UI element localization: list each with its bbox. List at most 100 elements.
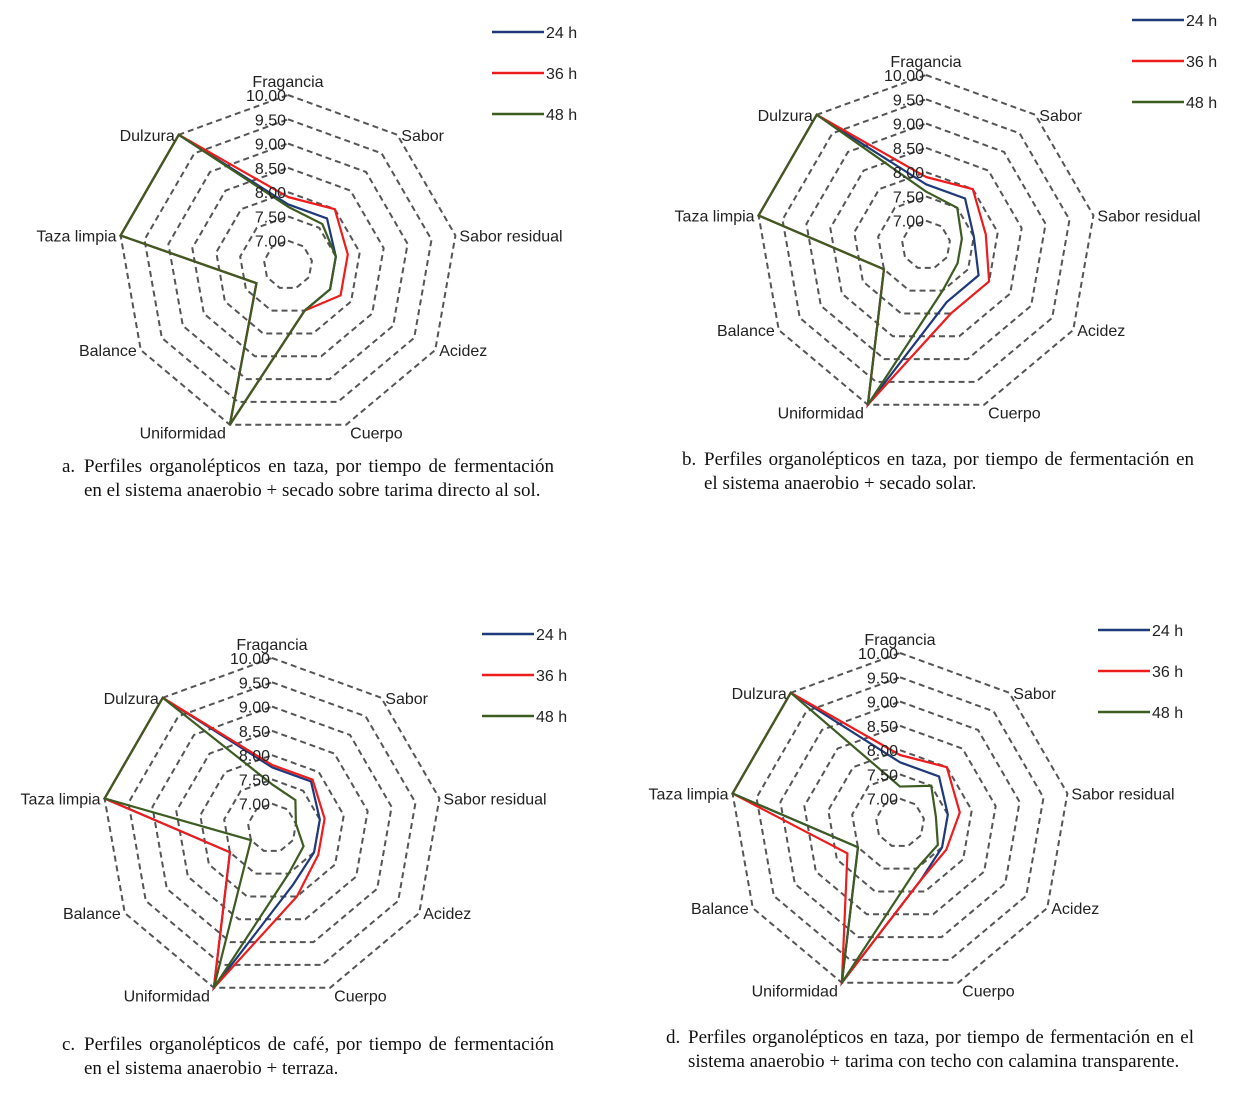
series-line-48h	[731, 691, 939, 984]
axis-label: Balance	[717, 323, 775, 340]
caption-c: c. Perfiles organolépticos de café, por …	[62, 1033, 554, 1081]
grid-ring	[167, 142, 409, 381]
grid-ring	[755, 676, 1045, 961]
axis-label: Fragancia	[252, 74, 323, 91]
radar-panel-a: 7.00 7.50 8.00 8.50 9.00 9.50 10.00 Fragancia Sa…	[0, 0, 626, 548]
axis-label: Taza limpia	[675, 208, 755, 225]
caption-tag: c.	[62, 1034, 76, 1055]
legend-label: 48 h	[536, 709, 567, 726]
tick-label: 10.00	[230, 651, 270, 668]
tick-label: 8.50	[893, 141, 924, 158]
tick-label: 8.00	[867, 743, 898, 760]
grid-ring	[215, 191, 361, 335]
legend-label: 48 h	[1186, 95, 1217, 112]
axis-label: Uniformidad	[778, 406, 864, 423]
grid-ring	[223, 778, 321, 875]
caption-tag: d.	[666, 1027, 681, 1048]
tick-label: 9.00	[255, 137, 286, 154]
grid-ring	[199, 754, 345, 898]
axis-label: Sabor	[1039, 108, 1082, 125]
tick-label: 7.50	[255, 209, 286, 226]
series-line-48h	[118, 133, 337, 426]
tick-label: 9.00	[867, 695, 898, 712]
grid-ring	[151, 705, 393, 944]
tick-label: 10.00	[884, 68, 924, 85]
series-line-48h	[757, 113, 963, 406]
axis-label: Sabor	[385, 691, 428, 708]
legend-label: 36 h	[1152, 664, 1183, 681]
grid-ring	[827, 749, 973, 893]
tick-label: 7.50	[867, 767, 898, 784]
grid-ring	[901, 219, 951, 269]
legend-label: 36 h	[546, 66, 577, 83]
grid-ring	[175, 729, 369, 921]
axis-label: Acidez	[1077, 323, 1125, 340]
axis-label: Cuerpo	[334, 989, 387, 1006]
caption-text: Perfiles organolépticos de café, por tie…	[84, 1034, 554, 1079]
legend-label: 24 h	[1152, 623, 1183, 640]
caption-b: b. Perfiles organolépticos en taza, por …	[682, 448, 1194, 496]
grid-ring	[247, 802, 297, 852]
tick-label: 9.50	[893, 92, 924, 109]
grid-ring	[805, 122, 1047, 361]
tick-label: 9.50	[239, 675, 270, 692]
axis-label: Dulzura	[120, 128, 175, 145]
axis-label: Uniformidad	[124, 989, 210, 1006]
tick-label: 8.50	[867, 719, 898, 736]
axis-label: Fragancia	[890, 54, 961, 71]
tick-label: 7.50	[893, 189, 924, 206]
tick-label: 7.00	[255, 234, 286, 251]
legend-label: 24 h	[1186, 13, 1217, 30]
caption-d: d. Perfiles organolépticos en taza, por …	[666, 1026, 1194, 1074]
series-line-48h	[102, 696, 305, 989]
axis-label: Acidez	[1051, 901, 1099, 918]
caption-a: a. Perfiles organolépticos en taza, por …	[62, 455, 554, 503]
tick-label: 9.50	[255, 112, 286, 129]
caption-tag: a.	[62, 456, 76, 477]
tick-label: 9.00	[893, 117, 924, 134]
caption-tag: b.	[682, 449, 697, 470]
axis-label: Sabor residual	[443, 791, 546, 808]
radar-panel-c: 7.00 7.50 8.00 8.50 9.00 9.50 10.00 Fragancia Sa…	[0, 578, 626, 1097]
axis-label: Acidez	[423, 906, 471, 923]
tick-label: 9.00	[239, 700, 270, 717]
tick-label: 10.00	[246, 88, 286, 105]
tick-label: 8.50	[239, 724, 270, 741]
caption-text: Perfiles organolépticos en taza, por tie…	[84, 456, 554, 501]
legend-label: 36 h	[1186, 54, 1217, 71]
grid-ring	[875, 797, 925, 847]
axis-label: Cuerpo	[350, 426, 403, 443]
legend-label: 24 h	[546, 25, 577, 42]
tick-label: 7.00	[867, 792, 898, 809]
tick-label: 7.00	[239, 797, 270, 814]
axis-label: Sabor	[401, 128, 444, 145]
tick-label: 9.50	[867, 670, 898, 687]
tick-label: 8.50	[255, 161, 286, 178]
legend-label: 48 h	[546, 107, 577, 124]
axis-label: Balance	[79, 343, 137, 360]
axis-label: Dulzura	[758, 108, 813, 125]
axis-label: Acidez	[439, 343, 487, 360]
axis-label: Uniformidad	[752, 984, 838, 1001]
grid-ring	[143, 118, 433, 403]
caption-text: Perfiles organolépticos en taza, por tie…	[704, 449, 1194, 494]
axis-label: Fragancia	[864, 632, 935, 649]
axis-label: Sabor residual	[1071, 786, 1174, 803]
axis-label: Taza limpia	[37, 228, 117, 245]
axis-label: Cuerpo	[962, 984, 1015, 1001]
axis-label: Sabor residual	[1097, 208, 1200, 225]
tick-label: 10.00	[858, 646, 898, 663]
legend-label: 36 h	[536, 668, 567, 685]
axis-label: Fragancia	[236, 637, 307, 654]
tick-label: 8.00	[239, 748, 270, 765]
tick-label: 7.50	[239, 772, 270, 789]
axis-label: Taza limpia	[21, 791, 101, 808]
tick-label: 8.00	[893, 165, 924, 182]
axis-label: Sabor residual	[459, 228, 562, 245]
legend-label: 48 h	[1152, 705, 1183, 722]
axis-label: Cuerpo	[988, 406, 1041, 423]
